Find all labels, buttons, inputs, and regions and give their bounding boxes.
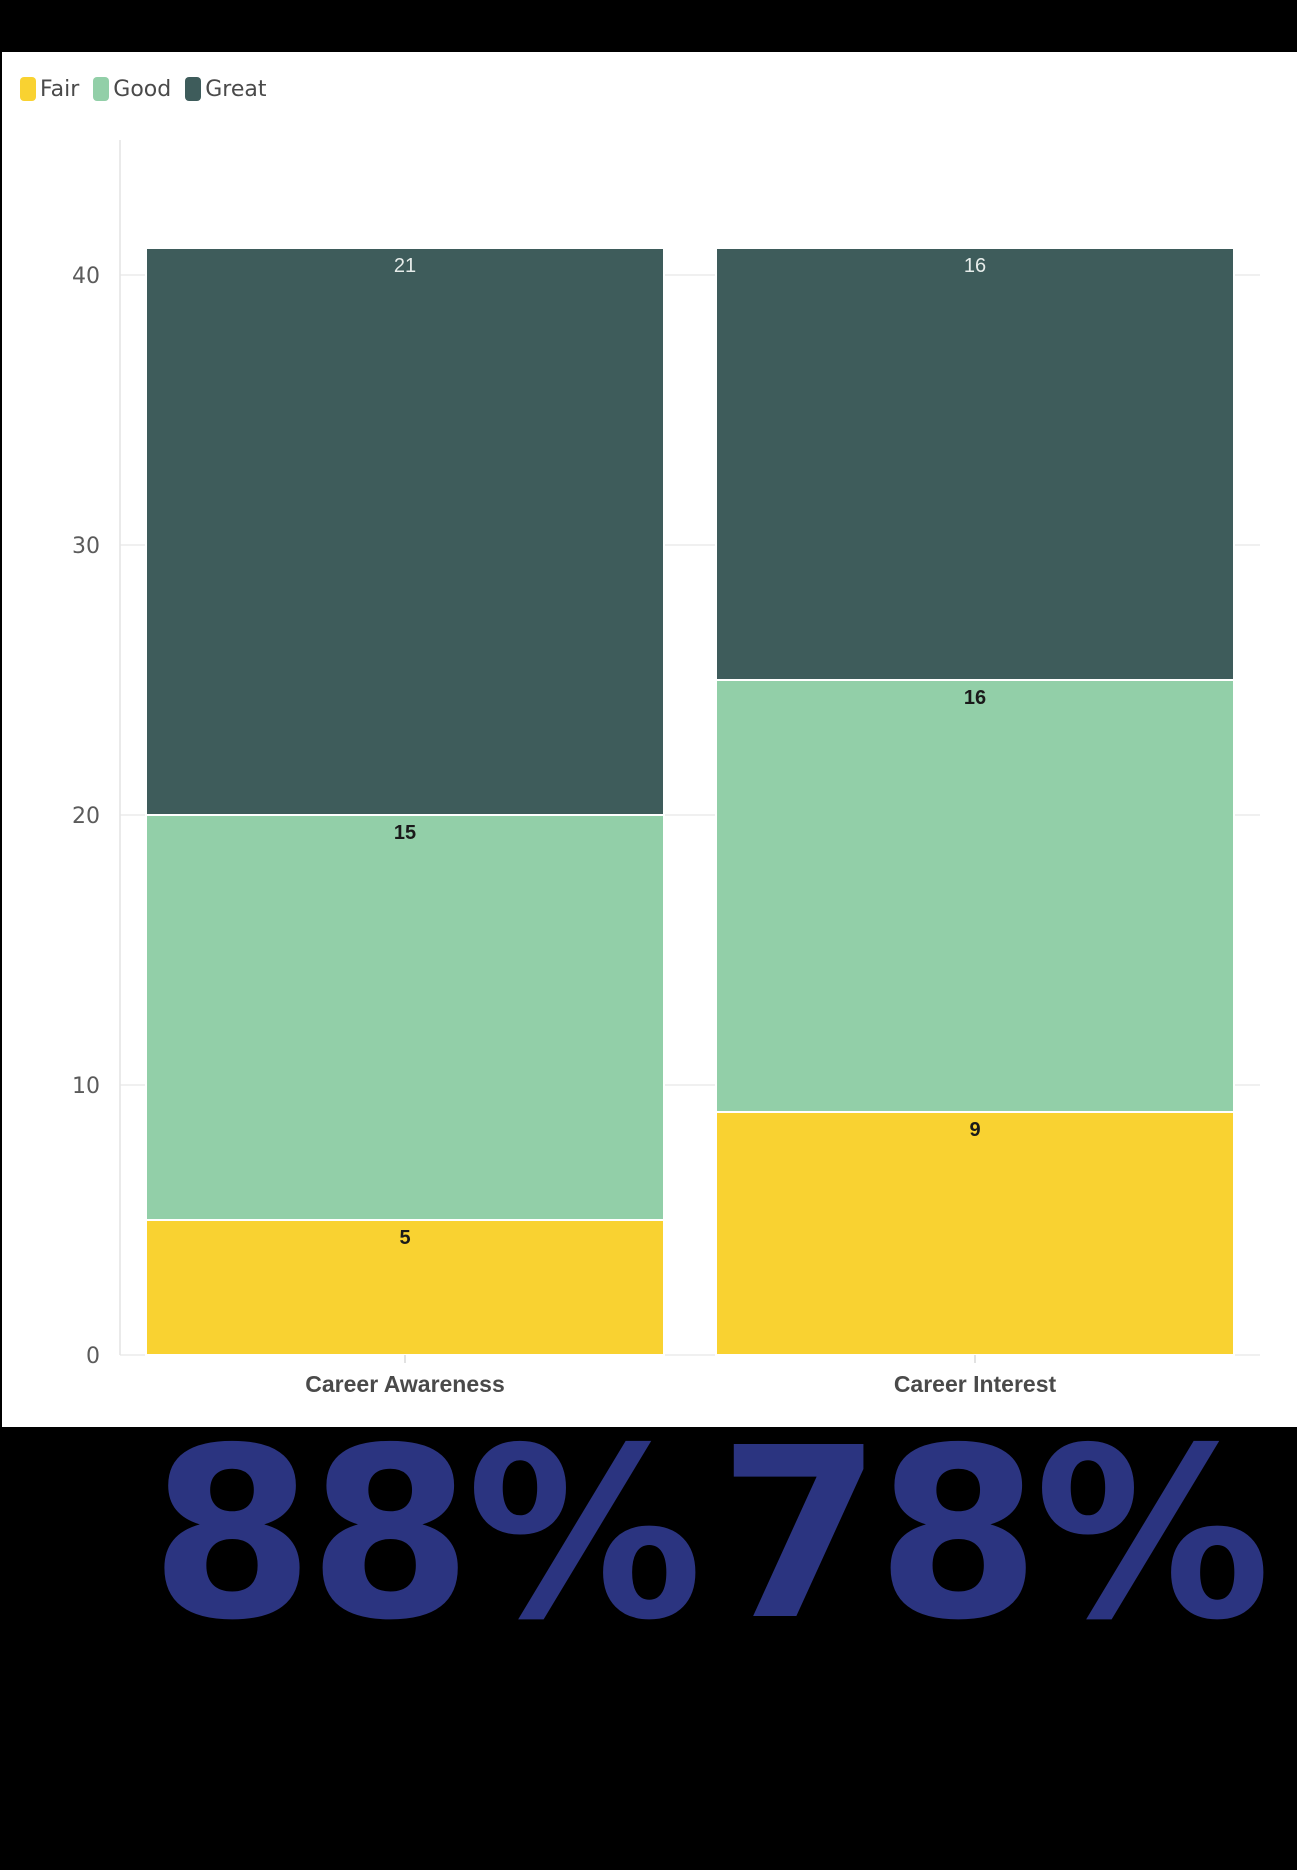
- y-tick-label-30: 30: [72, 534, 100, 559]
- legend-label-good: Good: [113, 76, 172, 102]
- data-label-career-awareness-great: 21: [394, 255, 416, 277]
- data-label-career-awareness-good: 15: [394, 822, 416, 844]
- legend-swatch-great: [185, 77, 202, 101]
- legend-swatch-fair: [20, 77, 36, 101]
- bar-career-interest-good: [715, 679, 1235, 1113]
- legend-item-good[interactable]: Good: [93, 77, 171, 102]
- legend-swatch-good: [93, 77, 110, 101]
- bar-career-awareness-great: [145, 247, 665, 816]
- y-tick-label-20: 20: [72, 804, 100, 829]
- legend-item-fair[interactable]: Fair: [20, 77, 79, 102]
- y-tick-label-0: 0: [86, 1344, 100, 1369]
- bar-career-interest-fair: [715, 1111, 1235, 1356]
- bar-career-awareness-fair: [145, 1219, 665, 1356]
- data-label-career-interest-fair: 9: [969, 1119, 980, 1141]
- legend-item-great[interactable]: Great: [185, 77, 266, 102]
- legend-label-fair: Fair: [40, 76, 80, 102]
- data-label-career-interest-great: 16: [964, 255, 986, 277]
- data-label-career-awareness-fair: 5: [399, 1227, 410, 1249]
- career-interest-percent: 78%: [718, 1397, 1271, 1672]
- data-label-career-interest-good: 16: [964, 687, 986, 709]
- stacked-bar-chart: 0 10 20 30 40 5 15 21 Career Awareness 9 16 16 Caree…: [72, 140, 1260, 1397]
- career-awareness-percent: 88%: [150, 1397, 703, 1672]
- y-tick-label-10: 10: [72, 1074, 100, 1099]
- bar-career-interest-great: [715, 247, 1235, 681]
- x-tick-label-0: Career Awareness: [305, 1371, 504, 1397]
- x-tick-label-1: Career Interest: [894, 1371, 1057, 1397]
- y-tick-label-40: 40: [72, 264, 100, 289]
- bar-career-awareness-good: [145, 814, 665, 1221]
- legend-label-great: Great: [205, 76, 267, 102]
- chart-legend: Fair Good Great: [20, 74, 280, 104]
